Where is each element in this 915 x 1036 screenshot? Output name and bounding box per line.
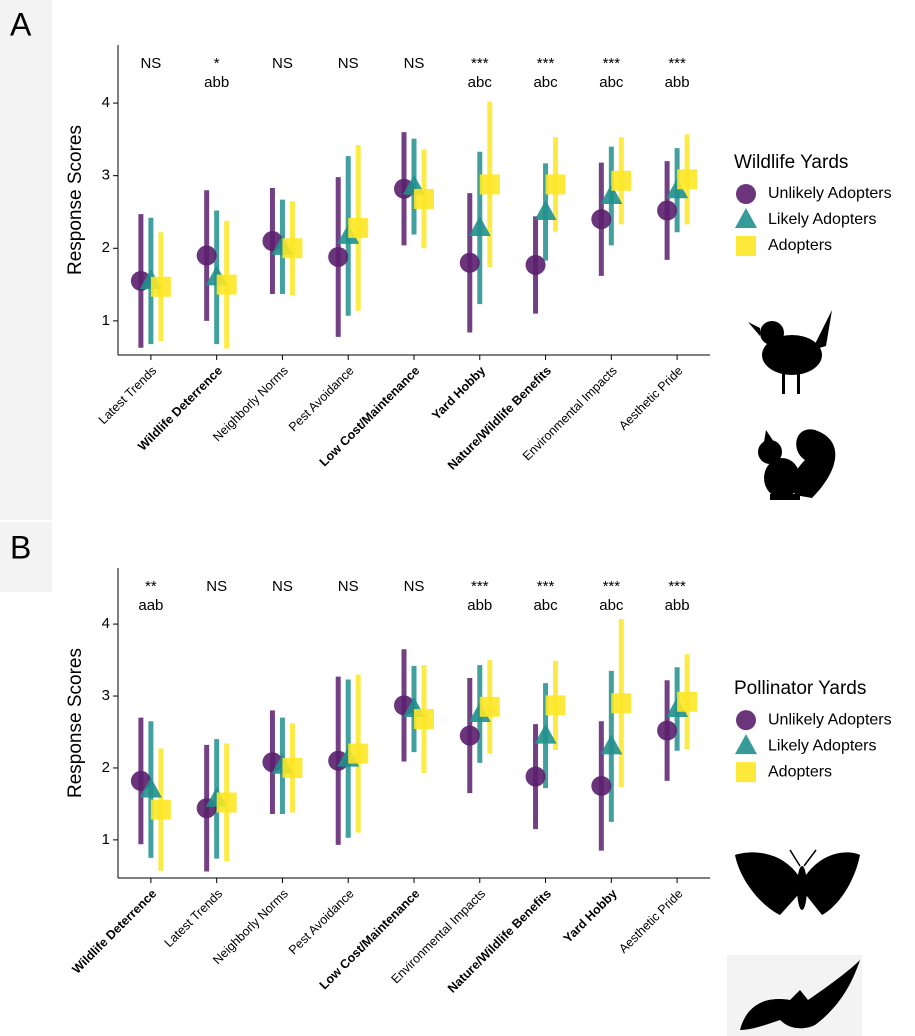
legend-marker <box>736 710 756 730</box>
point <box>151 800 171 820</box>
point <box>197 246 217 266</box>
x-tick-label: Pest Avoidance <box>286 887 357 958</box>
point <box>677 169 697 189</box>
point <box>526 767 546 787</box>
letters: aab <box>138 597 163 614</box>
x-tick-label: Latest Trends <box>96 364 159 427</box>
chart: B Response Scores 1 2 3 4 Wildlife Deterrence *… <box>10 529 892 995</box>
point <box>591 209 611 229</box>
legend-label: Unlikely Adopters <box>768 711 892 728</box>
significance: *** <box>471 55 489 72</box>
legend-label: Likely Adopters <box>768 211 877 228</box>
legend-marker <box>735 734 757 754</box>
y-tick-label: 1 <box>102 312 110 329</box>
point <box>217 792 237 812</box>
x-tick-label: Yard Hobby <box>561 887 620 946</box>
point <box>526 255 546 275</box>
point <box>282 238 302 258</box>
significance: *** <box>603 55 621 72</box>
letters: abb <box>204 74 229 91</box>
y-tick-label: 2 <box>102 239 110 256</box>
significance: NS <box>140 55 161 72</box>
point <box>328 247 348 267</box>
panel-label: A <box>10 6 32 42</box>
significance: ** <box>145 578 157 595</box>
legend-marker <box>736 236 756 256</box>
letters: abb <box>665 74 690 91</box>
squirrel-silhouette <box>758 429 835 500</box>
y-tick-label: 1 <box>102 831 110 848</box>
letters: abc <box>468 74 493 91</box>
legend-title: Wildlife Yards <box>734 152 848 173</box>
point <box>591 776 611 796</box>
point <box>657 201 677 221</box>
significance: *** <box>471 578 489 595</box>
letters: abc <box>533 74 558 91</box>
point <box>611 693 631 713</box>
x-tick-label: Latest Trends <box>162 887 225 950</box>
bird-silhouette <box>748 310 832 394</box>
significance: NS <box>338 55 359 72</box>
legend-label: Likely Adopters <box>768 737 877 754</box>
point <box>546 174 566 194</box>
point <box>657 721 677 741</box>
y-tick-label: 4 <box>102 615 110 632</box>
point <box>414 709 434 729</box>
butterfly-silhouette <box>735 850 860 915</box>
significance: NS <box>206 578 227 595</box>
y-tick-label: 4 <box>102 94 110 111</box>
x-tick-label: Pest Avoidance <box>286 364 357 435</box>
letters: abb <box>665 597 690 614</box>
point <box>480 697 500 717</box>
point <box>348 744 368 764</box>
y-axis-title: Response Scores <box>65 125 86 275</box>
significance: *** <box>603 578 621 595</box>
page: A Response Scores 1 2 3 4 Latest Trends NS Wildl… <box>0 0 915 1036</box>
point <box>348 218 368 238</box>
legend-label: Adopters <box>768 237 832 254</box>
legend-marker <box>736 762 756 782</box>
x-tick-label: Aesthetic Pride <box>616 364 685 433</box>
point <box>480 174 500 194</box>
point <box>414 189 434 209</box>
x-tick-label: Aesthetic Pride <box>616 887 685 956</box>
significance: *** <box>668 578 686 595</box>
letters: abc <box>599 597 624 614</box>
y-tick-label: 3 <box>102 167 110 184</box>
significance: NS <box>272 55 293 72</box>
x-tick-label: Wildlife Deterrence <box>69 887 159 977</box>
legend-title: Pollinator Yards <box>734 678 866 699</box>
legend-marker <box>735 208 757 228</box>
point <box>217 275 237 295</box>
y-tick-label: 2 <box>102 759 110 776</box>
letters: abc <box>599 74 624 91</box>
point <box>151 277 171 297</box>
significance: NS <box>272 578 293 595</box>
legend-marker <box>736 184 756 204</box>
significance: *** <box>537 55 555 72</box>
y-tick-label: 3 <box>102 687 110 704</box>
point <box>460 726 480 746</box>
significance: *** <box>537 578 555 595</box>
y-axis-title: Response Scores <box>65 648 86 798</box>
panel-strip <box>0 0 52 520</box>
point <box>611 171 631 191</box>
point <box>677 692 697 712</box>
significance: NS <box>404 55 425 72</box>
point <box>282 758 302 778</box>
significance: NS <box>338 578 359 595</box>
letters: abc <box>533 597 558 614</box>
legend-label: Unlikely Adopters <box>768 185 892 202</box>
legend-label: Adopters <box>768 763 832 780</box>
significance: *** <box>668 55 686 72</box>
point <box>460 253 480 273</box>
panel-label: B <box>10 529 31 565</box>
chart: A Response Scores 1 2 3 4 Latest Trends NS Wildl… <box>10 6 892 472</box>
point <box>546 695 566 715</box>
significance: * <box>214 55 220 72</box>
figure: A Response Scores 1 2 3 4 Latest Trends NS Wildl… <box>0 0 915 1036</box>
x-tick-label: Yard Hobby <box>429 364 488 423</box>
significance: NS <box>404 578 425 595</box>
letters: abb <box>467 597 492 614</box>
